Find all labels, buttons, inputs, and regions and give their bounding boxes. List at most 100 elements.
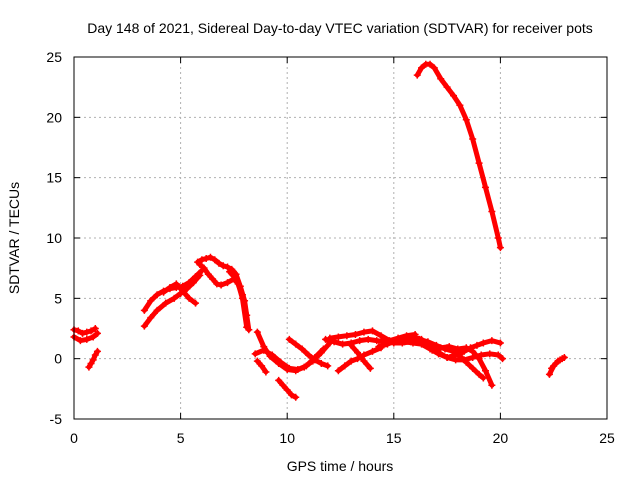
- data-point: [219, 262, 227, 270]
- data-point: [147, 314, 155, 322]
- data-point: [347, 357, 355, 365]
- plot-frame: [73, 56, 608, 420]
- data-point: [292, 393, 300, 401]
- data-point: [189, 279, 197, 287]
- data-point: [364, 335, 372, 343]
- data-point: [298, 345, 306, 353]
- data-point: [377, 332, 385, 340]
- data-point: [375, 343, 383, 351]
- data-point: [287, 391, 295, 399]
- data-point: [238, 291, 246, 299]
- data-point: [443, 83, 451, 91]
- data-point: [224, 263, 232, 271]
- data-point: [93, 347, 101, 355]
- data-point: [418, 340, 426, 348]
- y-tick-label: 10: [46, 230, 62, 246]
- data-point: [475, 370, 483, 378]
- data-point: [334, 367, 342, 375]
- x-tick-label: 15: [386, 430, 402, 446]
- y-axis-label: SDTVAR / TECUs: [6, 182, 22, 294]
- series-track-23: [413, 60, 504, 252]
- data-point: [368, 327, 376, 335]
- series-track-14: [285, 335, 332, 370]
- y-tick-label: 5: [54, 290, 62, 306]
- y-tick-label: 25: [46, 49, 62, 65]
- data-point: [202, 255, 210, 263]
- data-point: [488, 337, 496, 345]
- data-point: [87, 327, 95, 335]
- data-point: [341, 362, 349, 370]
- data-point: [185, 294, 193, 302]
- data-point: [85, 363, 93, 371]
- data-point: [462, 358, 470, 366]
- data-point: [334, 333, 342, 341]
- x-tick-label: 10: [279, 430, 295, 446]
- data-point: [368, 347, 376, 355]
- data-point: [268, 351, 276, 359]
- data-point: [317, 359, 325, 367]
- data-point: [326, 334, 334, 342]
- data-point: [488, 381, 496, 389]
- data-point: [302, 362, 310, 370]
- data-point: [153, 306, 161, 314]
- y-tick-labels: -5 0 5 10 15 20 25: [46, 49, 62, 427]
- data-point: [343, 332, 351, 340]
- y-tick-label: 0: [54, 351, 62, 367]
- data-point: [437, 75, 445, 83]
- data-point: [409, 333, 417, 341]
- data-point: [449, 92, 457, 100]
- data-point: [140, 306, 148, 314]
- series-group: [70, 60, 568, 401]
- data-point: [74, 327, 82, 335]
- data-point: [275, 376, 283, 384]
- data-point: [243, 311, 251, 319]
- data-point: [437, 344, 445, 352]
- x-tick-label: 25: [599, 430, 615, 446]
- data-point: [426, 60, 434, 68]
- data-point: [224, 279, 232, 287]
- data-point: [354, 349, 362, 357]
- data-point: [253, 357, 261, 365]
- series-line: [161, 281, 198, 306]
- data-point: [347, 341, 355, 349]
- series-track-9: [226, 268, 251, 319]
- series-line: [348, 342, 373, 371]
- data-point: [475, 355, 483, 363]
- data-point: [456, 101, 464, 109]
- data-point: [479, 339, 487, 347]
- data-point: [499, 355, 507, 363]
- data-point: [209, 275, 217, 283]
- data-point: [481, 183, 489, 191]
- data-point: [285, 364, 293, 372]
- data-point: [430, 64, 438, 72]
- data-point: [475, 159, 483, 167]
- data-point: [153, 291, 161, 299]
- data-point: [196, 271, 204, 279]
- series-track-21: [428, 343, 496, 389]
- series-track-6: [160, 280, 200, 307]
- data-point: [93, 329, 101, 337]
- data-point: [305, 351, 313, 359]
- data-point: [324, 362, 332, 370]
- data-point: [400, 338, 408, 346]
- data-point: [292, 340, 300, 348]
- data-point: [494, 351, 502, 359]
- x-tick-label: 0: [70, 430, 78, 446]
- data-point: [488, 207, 496, 215]
- data-point: [89, 356, 97, 364]
- data-point: [140, 322, 148, 330]
- data-point: [260, 346, 268, 354]
- data-point: [454, 345, 462, 353]
- data-point: [545, 370, 553, 378]
- data-point: [213, 280, 221, 288]
- data-point: [552, 359, 560, 367]
- data-point: [196, 261, 204, 269]
- data-point: [360, 328, 368, 336]
- data-point: [243, 323, 251, 331]
- x-axis-label: GPS time / hours: [287, 458, 394, 474]
- data-point: [87, 359, 95, 367]
- series-track-22: [443, 344, 487, 382]
- data-point: [277, 358, 285, 366]
- grid: [74, 57, 607, 419]
- data-point: [294, 366, 302, 374]
